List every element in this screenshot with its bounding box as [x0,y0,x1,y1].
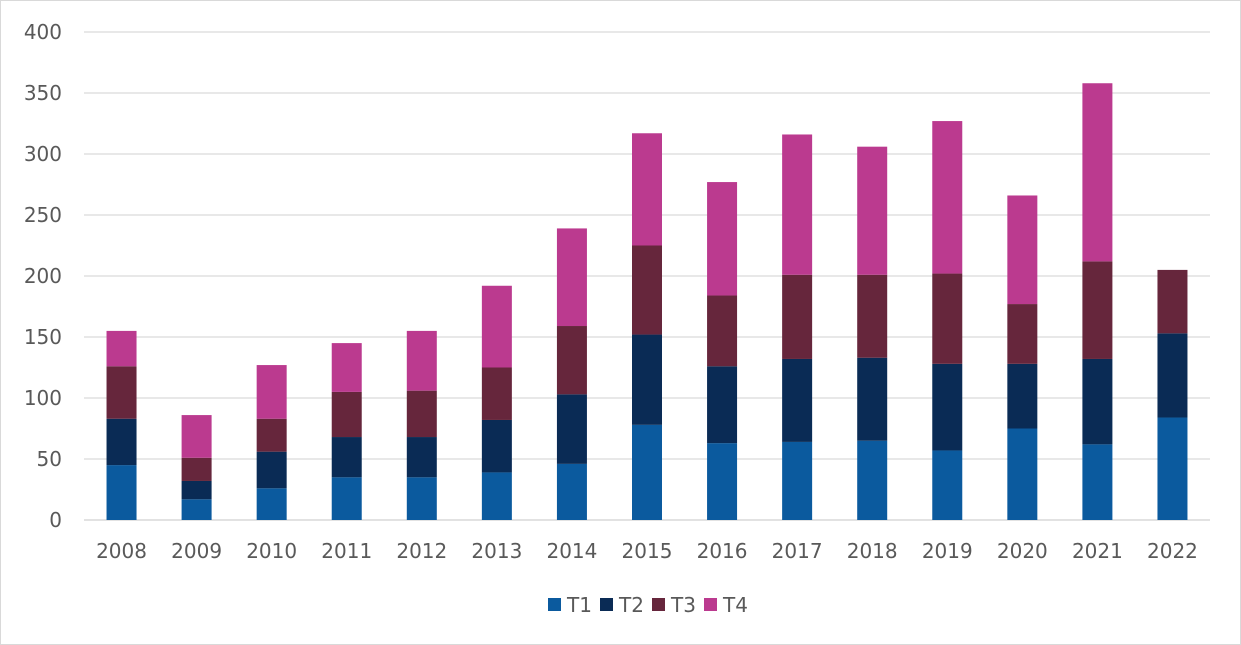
bar-t4-2016 [707,182,738,296]
bar-t2-2008 [106,418,137,466]
bar-t3-2014 [556,326,587,395]
bar-t1-2012 [406,477,437,520]
bar-t4-2010 [256,365,287,419]
bar-t1-2011 [331,477,362,520]
bar-t3-2019 [932,273,963,364]
bar-t3-2022 [1157,269,1188,334]
bar-t3-2015 [632,245,662,335]
y-axis-ticks: 0 50 100 150 200 250 300 350 400 [24,20,62,532]
bar-t2-2013 [481,419,512,473]
legend-swatch-t4 [704,598,717,611]
bar-t3-2010 [256,418,287,452]
x-tick-label: 2011 [321,539,372,563]
bar-t2-2014 [556,394,587,464]
bar-t3-2009 [181,457,212,481]
bar-t2-2010 [256,451,287,489]
bar-t4-2011 [331,343,362,392]
bar-t1-2008 [106,465,137,520]
legend-swatch-t1 [548,598,561,611]
bar-t3-2017 [782,274,813,359]
bar-t3-2021 [1082,261,1113,359]
legend-swatch-t3 [652,598,665,611]
bar-t4-2014 [556,228,587,327]
bar-t1-2020 [1007,428,1038,520]
y-tick-label: 300 [24,142,62,166]
bar-t3-2013 [481,367,512,420]
x-tick-label: 2018 [847,539,898,563]
bar-t1-2014 [556,463,587,520]
legend: T1 T2 T3 T4 [548,593,748,617]
bar-t1-2018 [857,440,888,520]
bar-t3-2018 [857,274,888,358]
bar-t3-2008 [106,366,137,419]
x-tick-label: 2008 [96,539,147,563]
y-tick-label: 350 [24,81,62,105]
legend-label-t2: T2 [618,593,644,617]
x-tick-label: 2009 [171,539,222,563]
bar-t3-2016 [707,295,738,367]
bar-t1-2015 [632,424,662,520]
bar-t4-2009 [181,415,212,458]
bar-t3-2020 [1007,304,1038,364]
bar-t1-2017 [782,441,813,520]
bar-t2-2020 [1007,363,1038,429]
x-tick-label: 2016 [697,539,748,563]
bar-t4-2018 [857,146,888,275]
bar-t2-2017 [782,358,813,442]
bar-t2-2019 [932,363,963,451]
bar-t1-2019 [932,450,963,520]
bar-t4-2012 [406,330,437,391]
x-tick-label: 2010 [246,539,297,563]
legend-swatch-t2 [600,598,613,611]
legend-label-t3: T3 [670,593,696,617]
bar-t1-2009 [181,499,212,520]
bar-t4-2017 [782,134,813,275]
y-tick-label: 400 [24,20,62,44]
bar-t1-2022 [1157,417,1188,520]
legend-label-t4: T4 [722,593,748,617]
bar-t2-2011 [331,437,362,478]
y-tick-label: 200 [24,264,62,288]
bar-t4-2015 [632,133,662,246]
x-axis-ticks: 2008 2009 2010 2011 2012 2013 2014 2015 2016 2017… [96,539,1198,563]
bar-t2-2018 [857,357,888,441]
bar-t4-2020 [1007,195,1038,305]
bar-t4-2021 [1082,83,1113,262]
bar-t2-2016 [707,366,738,444]
x-tick-label: 2020 [997,539,1048,563]
x-tick-label: 2012 [396,539,447,563]
bar-t4-2008 [106,330,137,367]
bars [106,83,1188,520]
legend-label-t1: T1 [566,593,592,617]
bar-t2-2022 [1157,333,1188,418]
x-tick-label: 2022 [1147,539,1198,563]
y-tick-label: 100 [24,386,62,410]
bar-t4-2019 [932,121,963,274]
bar-t2-2009 [181,480,212,500]
bar-t3-2012 [406,390,437,438]
x-tick-label: 2017 [772,539,823,563]
bar-t3-2011 [331,391,362,438]
y-tick-label: 0 [49,508,62,532]
bar-t2-2021 [1082,358,1113,445]
bar-t2-2012 [406,437,437,478]
y-tick-label: 250 [24,203,62,227]
bar-t2-2015 [632,334,662,425]
x-tick-label: 2019 [922,539,973,563]
bar-t1-2013 [481,472,512,520]
bar-t1-2010 [256,488,287,520]
x-tick-label: 2015 [622,539,673,563]
x-tick-label: 2021 [1072,539,1123,563]
bar-t4-2013 [481,285,512,368]
bar-t1-2016 [707,443,738,520]
y-tick-label: 150 [24,325,62,349]
x-tick-label: 2013 [471,539,522,563]
x-tick-label: 2014 [546,539,597,563]
bar-t1-2021 [1082,444,1113,520]
y-tick-label: 50 [37,447,62,471]
